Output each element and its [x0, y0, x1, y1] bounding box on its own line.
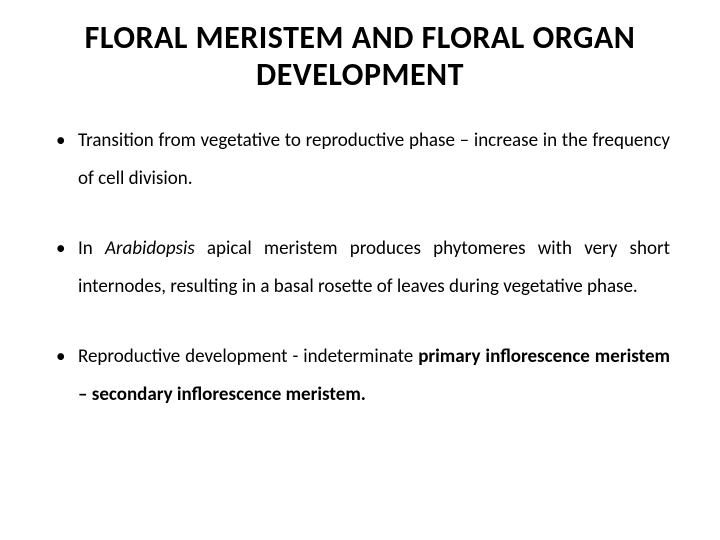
bullet-text-part: Arabidopsis — [105, 237, 195, 260]
bullet-item: In Arabidopsis apical meristem produces … — [50, 230, 670, 306]
bullet-item: Transition from vegetative to reproducti… — [50, 122, 670, 198]
bullet-item: Reproductive development - indeterminate… — [50, 338, 670, 414]
bullet-list: Transition from vegetative to reproducti… — [50, 122, 670, 414]
bullet-text-part: Reproductive development - indeterminate — [78, 345, 418, 368]
slide-title: FLORAL MERISTEM AND FLORAL ORGAN DEVELOP… — [50, 20, 670, 94]
bullet-text-part: In — [78, 237, 105, 260]
bullet-text-part: Transition from vegetative to reproducti… — [78, 129, 670, 190]
